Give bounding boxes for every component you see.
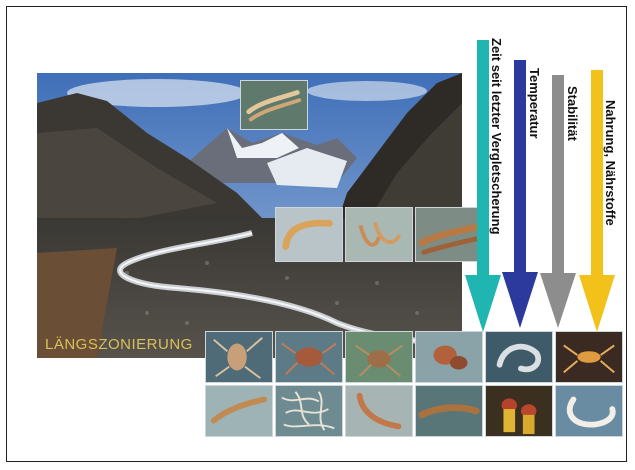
larva-thumbnail <box>205 331 273 383</box>
larva-thumbnail <box>415 385 483 437</box>
larva-thumbnail <box>345 331 413 383</box>
gradient-arrow-temperature <box>502 60 538 328</box>
zonation-label: LÄNGSZONIERUNG <box>45 336 193 353</box>
larva-thumbnail <box>485 385 553 437</box>
larva-thumbnail <box>345 385 413 437</box>
gradient-arrow-nutrients <box>579 70 615 332</box>
larva-thumbnail <box>415 207 483 262</box>
larva-thumbnail <box>345 207 413 262</box>
larva-thumbnail <box>275 331 343 383</box>
larva-thumbnail <box>485 331 553 383</box>
larva-thumbnail <box>240 80 308 130</box>
larva-thumbnail <box>275 207 343 262</box>
larva-thumbnail <box>275 385 343 437</box>
larva-thumbnail <box>555 385 623 437</box>
gradient-label-glaciation: Zeit seit letzter Vergletscherung <box>489 38 504 235</box>
gradient-arrow-glaciation <box>465 40 501 332</box>
gradient-label-nutrients: Nahrung, Nährstoffe <box>603 100 618 226</box>
gradient-arrow-stability <box>540 75 576 328</box>
gradient-label-stability: Stabilität <box>565 86 580 141</box>
gradient-label-temperature: Temperatur <box>527 68 542 139</box>
larva-thumbnail <box>555 331 623 383</box>
larva-thumbnail <box>205 385 273 437</box>
larva-thumbnail <box>415 331 483 383</box>
